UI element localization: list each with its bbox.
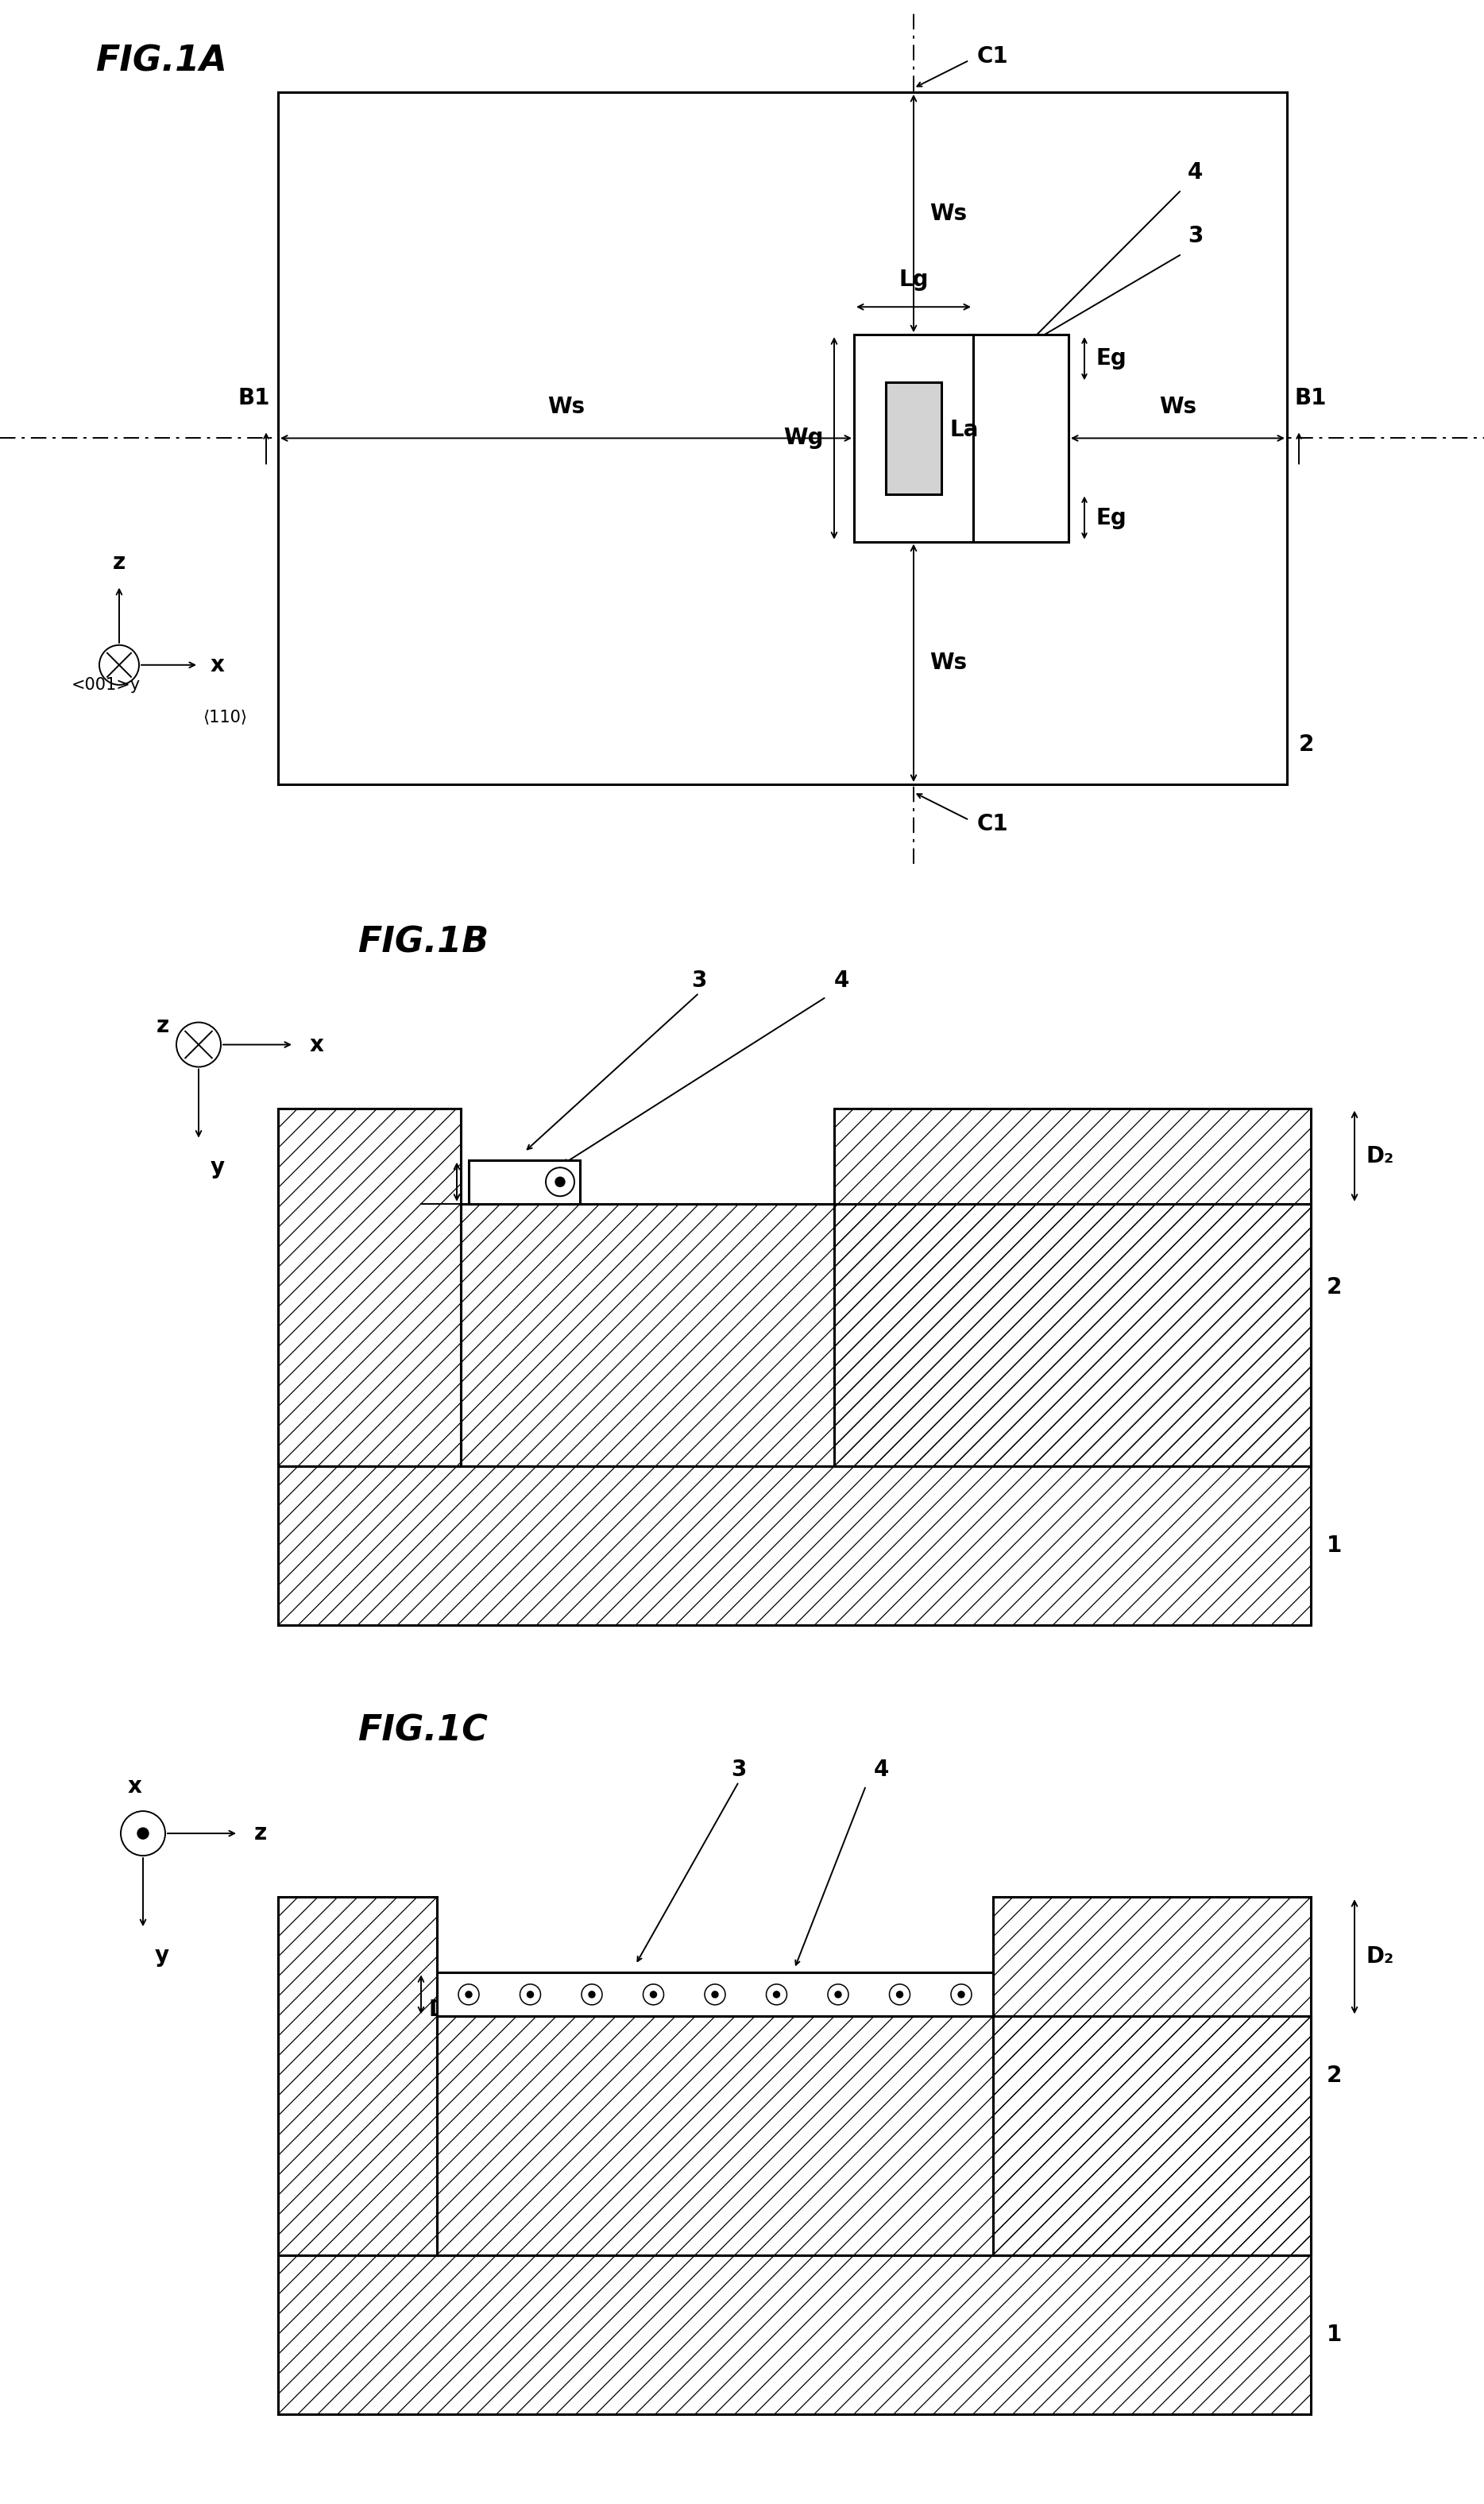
Text: D₂: D₂ xyxy=(1367,1946,1395,1968)
Text: 3: 3 xyxy=(732,1758,746,1780)
Bar xyxy=(993,1898,1310,2256)
Circle shape xyxy=(589,1991,595,1998)
Text: z: z xyxy=(254,1823,267,1845)
Circle shape xyxy=(650,1991,656,1998)
Text: B1: B1 xyxy=(1296,388,1327,411)
Text: B1: B1 xyxy=(237,388,270,411)
Text: 1: 1 xyxy=(1327,1535,1342,1557)
Circle shape xyxy=(527,1991,533,1998)
Bar xyxy=(278,1467,1310,1625)
Text: 3: 3 xyxy=(1187,225,1204,248)
Circle shape xyxy=(466,1991,472,1998)
Text: D₁: D₁ xyxy=(429,1998,457,2021)
Bar xyxy=(886,383,941,493)
Bar xyxy=(278,1109,460,1467)
Text: FIG.1C: FIG.1C xyxy=(358,1715,488,1748)
Bar xyxy=(278,2256,1310,2414)
Text: x: x xyxy=(310,1034,324,1057)
Text: 3: 3 xyxy=(692,969,706,992)
Text: Ws: Ws xyxy=(929,203,968,225)
Text: 2: 2 xyxy=(1327,2066,1342,2088)
Text: Wg: Wg xyxy=(784,428,824,448)
Circle shape xyxy=(835,1991,841,1998)
Text: La: La xyxy=(950,418,978,441)
Text: y: y xyxy=(211,1157,226,1179)
Text: x: x xyxy=(211,654,224,676)
Text: 4: 4 xyxy=(874,1758,889,1780)
Text: 1: 1 xyxy=(1327,2324,1342,2346)
Bar xyxy=(436,1973,993,2016)
Bar xyxy=(278,93,1287,784)
Text: C1: C1 xyxy=(976,45,1009,68)
Bar xyxy=(834,1109,1310,1467)
Text: D₁: D₁ xyxy=(481,1172,509,1192)
Text: Eg: Eg xyxy=(1097,348,1128,371)
Bar xyxy=(460,1204,1310,1467)
Text: 2: 2 xyxy=(1327,1277,1342,1300)
Text: Ws: Ws xyxy=(929,651,968,674)
Bar xyxy=(853,336,974,541)
Text: Ws: Ws xyxy=(1159,396,1196,418)
Bar xyxy=(974,336,1068,541)
Text: 4: 4 xyxy=(834,969,849,992)
Bar xyxy=(436,2016,1310,2256)
Text: Ws: Ws xyxy=(548,396,585,418)
Text: FIG.1A: FIG.1A xyxy=(95,45,227,78)
Text: Eg: Eg xyxy=(1097,506,1128,528)
Text: z: z xyxy=(156,1014,169,1037)
Text: ⟨110⟩: ⟨110⟩ xyxy=(203,709,246,724)
Text: x: x xyxy=(128,1775,142,1798)
Text: y: y xyxy=(154,1946,169,1968)
Text: FIG.1B: FIG.1B xyxy=(358,926,488,959)
Circle shape xyxy=(896,1991,902,1998)
Text: C1: C1 xyxy=(976,814,1009,836)
Text: 4: 4 xyxy=(1187,160,1204,183)
Circle shape xyxy=(712,1991,718,1998)
Circle shape xyxy=(138,1828,148,1838)
Bar xyxy=(469,1159,580,1204)
Circle shape xyxy=(959,1991,965,1998)
Text: D₂: D₂ xyxy=(1367,1144,1395,1167)
Text: 2: 2 xyxy=(1298,734,1315,756)
Circle shape xyxy=(555,1177,565,1187)
Text: Lg: Lg xyxy=(899,268,929,290)
Circle shape xyxy=(773,1991,779,1998)
Text: <001>y: <001>y xyxy=(71,676,141,694)
Bar xyxy=(278,1898,436,2256)
Text: z: z xyxy=(113,551,126,573)
